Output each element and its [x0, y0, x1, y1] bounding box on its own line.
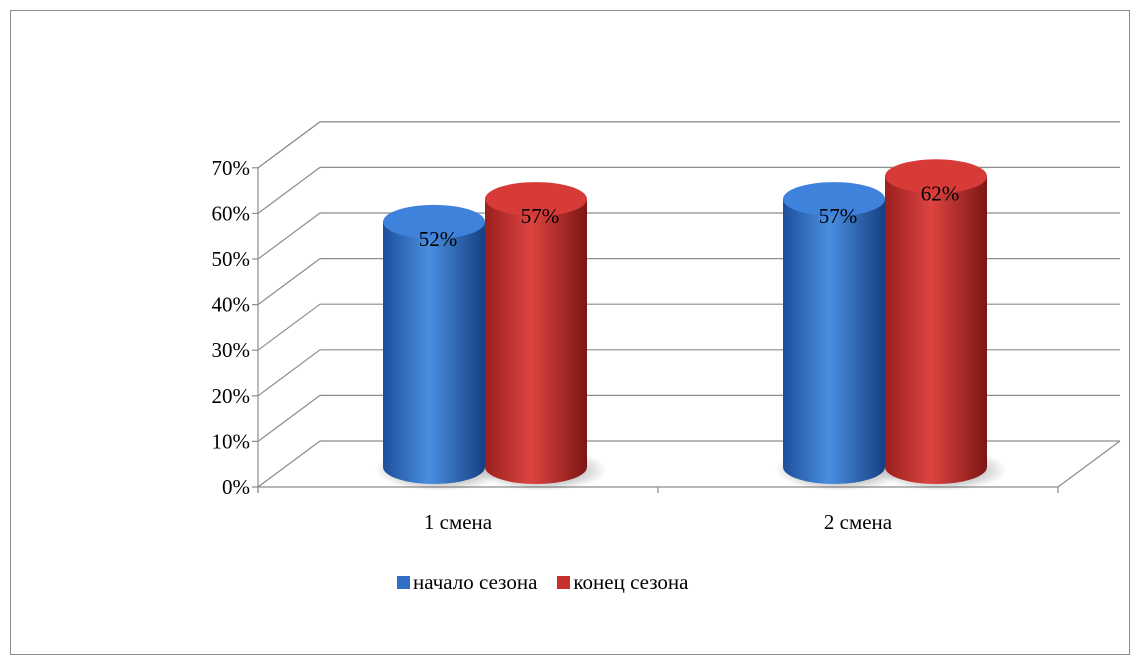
- bar-cylinder: [783, 199, 885, 484]
- y-tick-label: 0%: [222, 475, 250, 499]
- y-tick-label: 60%: [212, 201, 251, 225]
- bar-cylinder: [383, 221, 485, 484]
- data-label: 62%: [921, 181, 960, 205]
- gridline-depth: [257, 349, 321, 397]
- y-tick-label: 50%: [212, 247, 251, 271]
- labels-layer: 0% 10% 20% 30% 40% 50% 60% 70% 1 смена 2 смена 52%…: [212, 156, 960, 534]
- x-category-label: 2 смена: [824, 510, 893, 534]
- y-tick-label: 70%: [212, 156, 251, 180]
- legend-label-end: конец сезона: [573, 570, 689, 594]
- gridline-depth: [257, 166, 321, 214]
- bar-top: [383, 204, 485, 239]
- y-tick-label: 30%: [212, 338, 251, 362]
- gridline-depth: [257, 303, 321, 351]
- y-tick-label: 20%: [212, 384, 251, 408]
- y-tick-label: 40%: [212, 293, 251, 317]
- bar-top: [783, 182, 885, 217]
- gridline-depth: [257, 121, 321, 169]
- floor-left-edge: [257, 440, 321, 488]
- gridline-depth: [257, 394, 321, 442]
- x-category-label: 1 смена: [424, 510, 493, 534]
- data-label: 57%: [521, 204, 560, 228]
- legend: начало сезона конец сезона: [397, 570, 708, 595]
- legend-label-start: начало сезона: [413, 570, 538, 594]
- bar-cylinder: [885, 176, 987, 484]
- gridline-depth: [257, 258, 321, 306]
- floor-right-edge: [1057, 440, 1121, 488]
- legend-swatch-red: [557, 576, 571, 589]
- data-label: 57%: [819, 204, 858, 228]
- legend-item-end: конец сезона: [557, 570, 688, 595]
- bars-layer: [375, 159, 1007, 491]
- bar-top: [485, 182, 587, 217]
- bar-cylinder: [485, 199, 587, 484]
- legend-item-start: начало сезона: [397, 570, 537, 595]
- bar-top: [885, 159, 987, 194]
- grid-layer: [252, 121, 1121, 493]
- legend-swatch-blue: [397, 576, 410, 589]
- y-tick-label: 10%: [212, 429, 251, 453]
- gridline-depth: [257, 212, 321, 260]
- data-label: 52%: [419, 227, 458, 251]
